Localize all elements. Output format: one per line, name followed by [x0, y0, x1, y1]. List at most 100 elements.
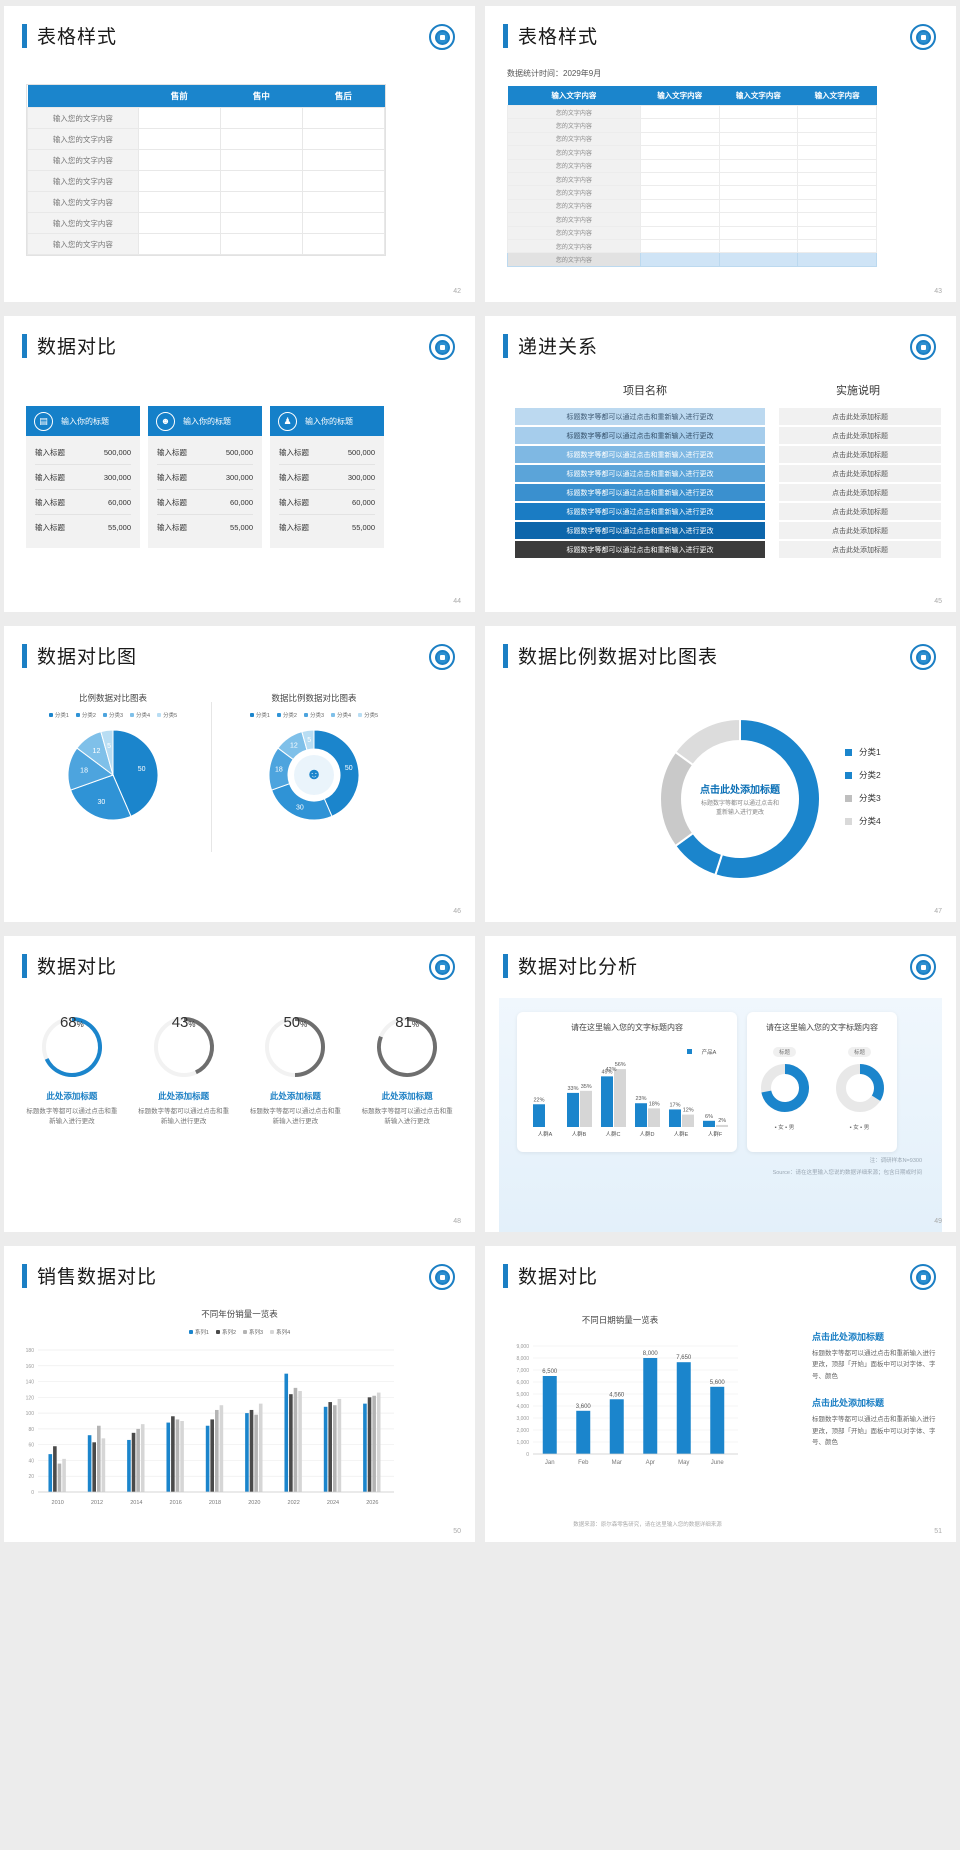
slide-43[interactable]: 表格样式 数据统计时间：2029年9月 输入文字内容 输入文字内容 输入文字内容… — [485, 6, 956, 302]
svg-text:50: 50 — [138, 766, 146, 773]
legend-item: 系列4 — [270, 1328, 290, 1336]
pie-chart: 50 30 18 12 5 — [18, 727, 208, 832]
stat-card[interactable]: ☻ 输入你的标题 输入标题 500,000 输入标题 300,000 输入标题 60,000 输… — [148, 406, 262, 548]
table-row: 输入您的文字内容 — [27, 107, 386, 129]
legend-item: 分类3 — [102, 711, 123, 719]
row-value: 300,000 — [347, 472, 375, 482]
slide-42[interactable]: 表格样式 售前 售中 售后 输入您的文字内容 输入您的文字内容 输入您的文字内容 输入… — [4, 6, 475, 302]
table-cell — [219, 149, 303, 171]
step-description: 点击此处添加标题 — [779, 503, 941, 520]
svg-text:30: 30 — [296, 805, 304, 812]
page-number: 42 — [453, 288, 461, 295]
legend-item: 分类4 — [130, 711, 150, 719]
progressive-row[interactable]: 标题数字等都可以通过点击和重新输入进行更改 点击此处添加标题 — [515, 427, 941, 444]
table-cell: 您的文字内容 — [507, 158, 641, 173]
th-1: 输入文字内容 — [640, 86, 720, 106]
donut-item: 标题 34% ▪ 女 ▪ 男 — [822, 1041, 897, 1131]
svg-text:120: 120 — [26, 1395, 35, 1401]
page-number: 45 — [934, 598, 942, 605]
progressive-row[interactable]: 标题数字等都可以通过点击和重新输入进行更改 点击此处添加标题 — [515, 465, 941, 482]
legend-label: 分类5 — [163, 713, 178, 719]
row-value: 60,000 — [352, 497, 375, 507]
gauge-row: 68% 此处添加标题 标题数字等都可以通过点击和重新输入进行更改 43% 此处添加标题标… — [18, 1014, 461, 1128]
legend-item: 分类1 — [48, 711, 69, 719]
slide-48[interactable]: 数据对比 68% 此处添加标题 标题数字等都可以通过点击和重新输入进行更改 43% 此处… — [4, 936, 475, 1232]
th-3: 售后 — [302, 85, 385, 108]
source-note: Source：请在这里输入您说的数据详细来源；包含日期或时间 — [772, 1170, 922, 1176]
legend-item: 分类5 — [157, 711, 177, 719]
progressive-rows: 标题数字等都可以通过点击和重新输入进行更改 点击此处添加标题 标题数字等都可以通过点… — [515, 408, 941, 560]
slide-header: 数据对比 — [503, 1262, 598, 1289]
svg-text:2,000: 2,000 — [516, 1428, 529, 1434]
slide-49[interactable]: 数据对比分析 请在这里输入您的文字标题内容 22% 人群A 33% 35% 人群B 49%… — [485, 936, 956, 1232]
row-value: 60,000 — [230, 497, 253, 507]
card-title: 输入你的标题 — [305, 416, 353, 426]
gauge-item[interactable]: 68% 此处添加标题 标题数字等都可以通过点击和重新输入进行更改 — [18, 1014, 126, 1128]
svg-text:人群A: 人群A — [538, 1130, 553, 1138]
page-title: 数据对比图 — [37, 647, 138, 668]
chart-legend: 分类1 分类2 分类3 分类4 分类5 — [18, 711, 208, 719]
row-value: 300,000 — [103, 472, 131, 482]
slide-44[interactable]: 数据对比 ▤ 输入你的标题 输入标题 500,000 输入标题 300,000 输入标题 60… — [4, 316, 475, 612]
progressive-row[interactable]: 标题数字等都可以通过点击和重新输入进行更改 点击此处添加标题 — [515, 503, 941, 520]
chevron-step: 标题数字等都可以通过点击和重新输入进行更改 — [515, 427, 765, 444]
gauge-number: 68 — [59, 1014, 77, 1031]
slide-45[interactable]: 递进关系 项目名称 实施说明 标题数字等都可以通过点击和重新输入进行更改 点击此处… — [485, 316, 956, 612]
slide-header: 销售数据对比 — [22, 1262, 157, 1289]
table-row: 您的文字内容 — [507, 212, 877, 227]
gauge-unit: % — [76, 1020, 84, 1029]
stat-card[interactable]: ▤ 输入你的标题 输入标题 500,000 输入标题 300,000 输入标题 60,000 输… — [26, 406, 140, 548]
table-cell — [137, 233, 221, 255]
donut-item: 标题 72% ▪ 女 ▪ 男 — [747, 1041, 822, 1131]
svg-text:9,000: 9,000 — [516, 1344, 529, 1350]
stat-card[interactable]: ♟ 输入你的标题 输入标题 500,000 输入标题 300,000 输入标题 60,000 输… — [270, 406, 384, 548]
gauge-item[interactable]: 81% 此处添加标题 标题数字等都可以通过点击和重新输入进行更改 — [353, 1014, 461, 1128]
title-accent-bar — [503, 23, 508, 48]
title-accent-bar — [22, 333, 27, 358]
card-row: 输入标题 300,000 — [279, 465, 375, 490]
donut-pair: 标题 72% ▪ 女 ▪ 男 标题 34% ▪ 女 ▪ 男 — [747, 1041, 897, 1131]
svg-text:2022: 2022 — [288, 1500, 300, 1506]
gauge-number: 81 — [395, 1014, 412, 1031]
progressive-row[interactable]: 标题数字等都可以通过点击和重新输入进行更改 点击此处添加标题 — [515, 522, 941, 539]
svg-text:人群C: 人群C — [606, 1130, 621, 1138]
table-cell — [639, 198, 720, 214]
progressive-row[interactable]: 标题数字等都可以通过点击和重新输入进行更改 点击此处添加标题 — [515, 541, 941, 558]
card-title: 输入你的标题 — [183, 416, 231, 426]
gauge-item[interactable]: 50% 此处添加标题 标题数字等都可以通过点击和重新输入进行更改 — [242, 1014, 350, 1128]
svg-text:8,000: 8,000 — [643, 1351, 659, 1357]
chevron-step: 标题数字等都可以通过点击和重新输入进行更改 — [515, 484, 765, 501]
chevron-step: 标题数字等都可以通过点击和重新输入进行更改 — [515, 465, 765, 482]
legend-label: 分类3 — [309, 713, 325, 719]
table-cell — [797, 212, 877, 227]
slide-51[interactable]: 数据对比 不同日期销量一览表 9,000 8,000 7,000 6,000 5,000… — [485, 1246, 956, 1542]
table-cell — [718, 185, 799, 200]
slide-46[interactable]: 数据对比图 比例数据对比图表 分类1 分类2 分类3 分类4 分类5 50 30 18 12 5… — [4, 626, 475, 922]
table-cell — [797, 238, 877, 254]
analysis-background: 请在这里输入您的文字标题内容 22% 人群A 33% 35% 人群B 49% 56% 人群C 2… — [499, 998, 942, 1232]
table-cell: 您的文字内容 — [507, 225, 641, 240]
slide-47[interactable]: 数据比例数据对比图表 点击此处添加标题 标题数字等都可以通过点击和 重新输入进行… — [485, 626, 956, 922]
svg-text:2026: 2026 — [366, 1500, 378, 1506]
brand-logo-icon — [429, 24, 455, 50]
svg-text:12: 12 — [290, 743, 298, 750]
table-cell — [219, 191, 303, 213]
svg-text:8,000: 8,000 — [516, 1356, 529, 1362]
card-row: 输入标题 55,000 — [35, 515, 131, 539]
donut-legend: ▪ 女 ▪ 男 — [774, 1125, 795, 1131]
progressive-row[interactable]: 标题数字等都可以通过点击和重新输入进行更改 点击此处添加标题 — [515, 408, 941, 425]
grouped-bar-chart: 22% 人群A 33% 35% 人群B 49% 56% 人群C 23% 18% 人群D 17% 12% 人… — [517, 1035, 737, 1148]
row-label: 输入标题 — [35, 522, 65, 532]
slide-50[interactable]: 销售数据对比 不同年份销量一览表 系列1 系列2 系列3 系列4 180 160 140 1… — [4, 1246, 475, 1542]
legend-label: 分类5 — [364, 713, 379, 719]
gauge-item[interactable]: 43% 此处添加标题 标题数字等都可以通过点击和重新输入进行更改 — [130, 1014, 238, 1128]
gauge-title: 此处添加标题 — [269, 1091, 321, 1101]
progressive-row[interactable]: 标题数字等都可以通过点击和重新输入进行更改 点击此处添加标题 — [515, 446, 941, 463]
row-value: 300,000 — [225, 472, 253, 482]
block-heading: 点击此处添加标题 — [812, 1398, 885, 1409]
step-label: 标题数字等都可以通过点击和重新输入进行更改 — [566, 413, 714, 421]
slide-grid: 表格样式 售前 售中 售后 输入您的文字内容 输入您的文字内容 输入您的文字内容 输入… — [4, 6, 956, 1542]
table-cell — [137, 191, 221, 213]
progressive-row[interactable]: 标题数字等都可以通过点击和重新输入进行更改 点击此处添加标题 — [515, 484, 941, 501]
step-label: 标题数字等都可以通过点击和重新输入进行更改 — [566, 508, 714, 516]
